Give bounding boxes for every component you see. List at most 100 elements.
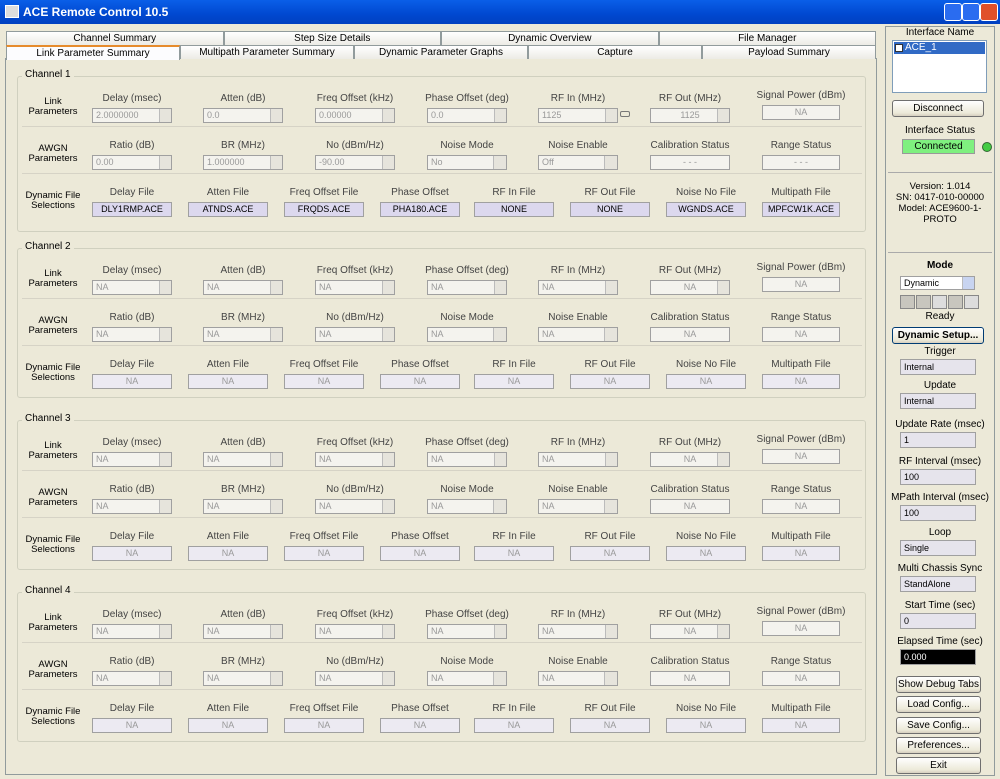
field-value[interactable]: NA	[570, 546, 650, 561]
field-value[interactable]: NA	[427, 452, 507, 467]
field-value[interactable]: DLY1RMP.ACE	[92, 202, 172, 217]
field-value[interactable]: NA	[474, 718, 554, 733]
field-value[interactable]: NA	[203, 624, 283, 639]
field-value[interactable]: NA	[570, 374, 650, 389]
field-value[interactable]: NA	[92, 452, 172, 467]
field-value[interactable]: NA	[315, 671, 395, 686]
field-value[interactable]: NA	[666, 374, 746, 389]
field-value[interactable]: NA	[92, 280, 172, 295]
field-value[interactable]: 1125	[650, 108, 730, 123]
field-value[interactable]: NA	[650, 499, 730, 514]
tab[interactable]: Capture	[528, 45, 702, 59]
button[interactable]: Disconnect	[892, 100, 984, 117]
setting-value[interactable]: Internal	[900, 359, 976, 375]
tab[interactable]: Multipath Parameter Summary	[180, 45, 354, 59]
field-value[interactable]: NA	[427, 327, 507, 342]
field-value[interactable]: NA	[762, 621, 840, 636]
field-value[interactable]: NA	[380, 374, 460, 389]
field-value[interactable]: NA	[570, 718, 650, 733]
field-value[interactable]: NA	[284, 374, 364, 389]
field-value[interactable]: Off	[538, 155, 618, 170]
field-value[interactable]: NA	[203, 452, 283, 467]
field-value[interactable]: NA	[380, 718, 460, 733]
field-value[interactable]: NA	[538, 624, 618, 639]
field-value[interactable]: NA	[762, 449, 840, 464]
field-value[interactable]: NA	[92, 374, 172, 389]
button[interactable]: Load Config...	[896, 696, 981, 714]
setting-value[interactable]: 0.000	[900, 649, 976, 665]
field-value[interactable]: - - -	[762, 155, 840, 170]
field-value[interactable]: NA	[92, 327, 172, 342]
field-value[interactable]: NA	[538, 671, 618, 686]
field-value[interactable]: NA	[538, 327, 618, 342]
media-button[interactable]	[964, 295, 979, 309]
field-value[interactable]: NA	[92, 546, 172, 561]
field-value[interactable]: NA	[315, 327, 395, 342]
field-value[interactable]: NA	[427, 280, 507, 295]
media-button[interactable]	[948, 295, 963, 309]
media-button[interactable]	[932, 295, 947, 309]
setting-value[interactable]: Single	[900, 540, 976, 556]
field-value[interactable]: NONE	[474, 202, 554, 217]
field-value[interactable]: NA	[284, 546, 364, 561]
setting-value[interactable]: 1	[900, 432, 976, 448]
field-value[interactable]: NA	[474, 374, 554, 389]
field-value[interactable]: -90.00	[315, 155, 395, 170]
field-value[interactable]: NONE	[570, 202, 650, 217]
field-value[interactable]: NA	[203, 280, 283, 295]
field-value[interactable]: No	[427, 155, 507, 170]
field-value[interactable]: 0.0	[203, 108, 283, 123]
field-value[interactable]: NA	[203, 671, 283, 686]
tab[interactable]: Dynamic Parameter Graphs	[354, 45, 528, 59]
button[interactable]: Save Config...	[896, 716, 981, 734]
field-value[interactable]: NA	[315, 624, 395, 639]
tab[interactable]: Dynamic Overview	[441, 31, 659, 45]
field-value[interactable]: NA	[92, 499, 172, 514]
button[interactable]: Show Debug Tabs	[896, 676, 981, 693]
field-value[interactable]: 0.00	[92, 155, 172, 170]
field-value[interactable]: NA	[284, 718, 364, 733]
field-value[interactable]: NA	[380, 546, 460, 561]
field-value[interactable]: NA	[666, 718, 746, 733]
field-value[interactable]: 0.0	[427, 108, 507, 123]
field-value[interactable]: NA	[92, 624, 172, 639]
field-value[interactable]: NA	[762, 671, 840, 686]
tab[interactable]: Payload Summary	[702, 45, 876, 59]
field-value[interactable]: NA	[762, 374, 840, 389]
button[interactable]: Exit	[896, 757, 981, 775]
field-value[interactable]: PHA180.ACE	[380, 202, 460, 217]
tab[interactable]: Link Parameter Summary	[6, 45, 180, 60]
field-value[interactable]: NA	[762, 105, 840, 120]
field-value[interactable]: NA	[315, 280, 395, 295]
field-value[interactable]: NA	[538, 452, 618, 467]
interface-item[interactable]: ACE_1	[894, 42, 985, 54]
field-value[interactable]: NA	[762, 499, 840, 514]
field-value[interactable]: MPFCW1K.ACE	[762, 202, 840, 217]
field-value[interactable]: NA	[315, 452, 395, 467]
field-value[interactable]: NA	[188, 718, 268, 733]
field-value[interactable]: NA	[315, 499, 395, 514]
field-value[interactable]: NA	[427, 499, 507, 514]
field-value[interactable]: 0.00000	[315, 108, 395, 123]
field-value[interactable]: WGNDS.ACE	[666, 202, 746, 217]
field-value[interactable]: NA	[538, 280, 618, 295]
setting-value[interactable]: 0	[900, 613, 976, 629]
field-value[interactable]: NA	[762, 718, 840, 733]
field-value[interactable]: NA	[650, 452, 730, 467]
field-value[interactable]: NA	[188, 374, 268, 389]
media-button[interactable]	[900, 295, 915, 309]
field-value[interactable]: NA	[188, 546, 268, 561]
field-value[interactable]: NA	[203, 499, 283, 514]
field-value[interactable]: 2.0000000	[92, 108, 172, 123]
field-value[interactable]: NA	[427, 624, 507, 639]
field-value[interactable]: NA	[762, 277, 840, 292]
field-value[interactable]: - - -	[650, 155, 730, 170]
field-value[interactable]: NA	[474, 546, 554, 561]
field-value[interactable]: NA	[762, 327, 840, 342]
field-value[interactable]: NA	[538, 499, 618, 514]
tab[interactable]: File Manager	[658, 31, 876, 45]
field-value[interactable]: NA	[92, 671, 172, 686]
button[interactable]: Preferences...	[896, 736, 981, 754]
field-value[interactable]: ATNDS.ACE	[188, 202, 268, 217]
button[interactable]: Dynamic Setup...	[892, 327, 984, 344]
